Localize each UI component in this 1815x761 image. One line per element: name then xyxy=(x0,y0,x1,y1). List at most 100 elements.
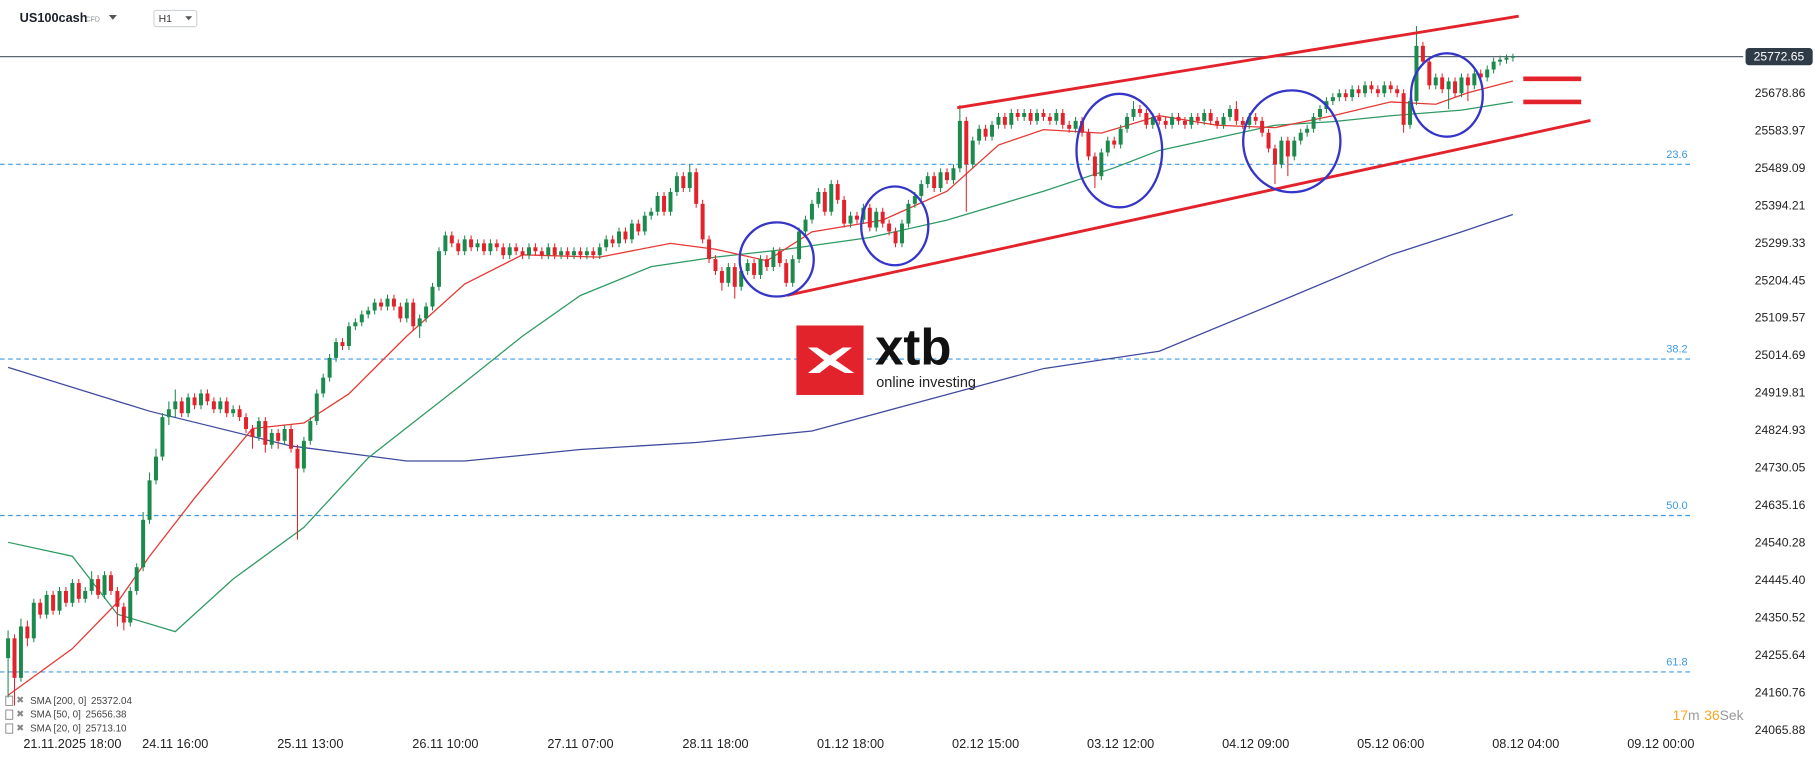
candle-body xyxy=(1478,73,1483,78)
candle-body xyxy=(1298,132,1303,141)
symbol-caret[interactable] xyxy=(108,15,117,20)
candle-body xyxy=(964,120,969,165)
y-tick-label: 24730.05 xyxy=(1755,461,1806,475)
candle-body xyxy=(617,231,622,244)
countdown-seconds-unit: Sek xyxy=(1720,706,1744,722)
candle-body xyxy=(160,417,165,457)
candle-body xyxy=(1388,85,1393,90)
candle-body xyxy=(334,342,339,358)
legend-entry: SMA [200, 0] 25372.04 xyxy=(30,695,132,706)
legend-name: SMA [200, 0] xyxy=(30,695,87,706)
candle-body xyxy=(1015,112,1020,117)
candle-body xyxy=(996,116,1001,125)
candle-body xyxy=(301,440,306,469)
candle-body xyxy=(1433,77,1438,86)
countdown-minutes: 17 xyxy=(1673,706,1689,722)
y-tick-label: 24065.88 xyxy=(1755,723,1806,737)
countdown-seconds: 36 xyxy=(1704,706,1720,722)
legend-value: 25713.10 xyxy=(86,723,128,734)
candle-body xyxy=(1112,140,1117,145)
highlight-circle xyxy=(1075,92,1164,209)
candle-body xyxy=(610,239,615,244)
candle-body xyxy=(38,602,43,615)
candle-body xyxy=(1498,59,1503,62)
y-tick-label: 25299.33 xyxy=(1755,236,1806,250)
candle-body xyxy=(539,251,544,256)
candle-body xyxy=(945,172,949,181)
y-tick-label: 25678.86 xyxy=(1755,86,1806,100)
fib-label: 23.6 xyxy=(1666,149,1687,161)
candle-body xyxy=(1382,85,1387,94)
candle-body xyxy=(983,128,988,137)
candle-body xyxy=(192,397,197,406)
candle-body xyxy=(977,128,982,141)
candle-body xyxy=(829,184,834,212)
timeframe-box[interactable] xyxy=(153,9,198,28)
candle-body xyxy=(153,456,158,481)
highlight-circle xyxy=(738,221,815,298)
candle-body xyxy=(205,393,210,402)
candle-body xyxy=(1092,156,1097,177)
candle-body xyxy=(1221,116,1226,125)
candle-body xyxy=(1292,140,1297,157)
logo-x xyxy=(807,347,855,373)
y-tick-label: 24540.28 xyxy=(1755,536,1806,550)
candle-body xyxy=(488,243,493,252)
x-tick-label: 01.12 18:00 xyxy=(817,736,884,751)
y-tick-label: 24445.40 xyxy=(1755,573,1806,587)
y-tick-label: 24824.93 xyxy=(1755,423,1806,437)
candle-body xyxy=(1260,120,1265,133)
candle-body xyxy=(777,251,782,264)
candle-body xyxy=(321,377,326,394)
candle-body xyxy=(244,417,249,429)
y-tick-label: 25583.97 xyxy=(1755,123,1806,137)
candle-body xyxy=(346,326,351,347)
candle-body xyxy=(404,302,409,319)
candle-body xyxy=(584,251,589,256)
y-tick-label: 24160.76 xyxy=(1755,686,1806,700)
candle-body xyxy=(1144,112,1149,125)
candle-body xyxy=(906,203,911,224)
candle-body xyxy=(520,251,525,256)
symbol[interactable]: US100cash xyxy=(20,10,88,25)
candle-body xyxy=(430,286,435,307)
candle-body xyxy=(1189,116,1194,125)
candle-body xyxy=(250,428,255,437)
candle-body xyxy=(1253,116,1258,121)
candle-body xyxy=(713,259,718,271)
candle-body xyxy=(173,401,178,410)
candle-body xyxy=(526,247,531,256)
candle-body xyxy=(456,243,461,252)
y-tick-label: 25204.45 xyxy=(1755,273,1806,287)
candle-body xyxy=(565,251,570,256)
candle-body xyxy=(1215,120,1220,125)
candle-body xyxy=(372,302,377,311)
candle-body xyxy=(398,306,403,319)
legend-entry: SMA [20, 0] 25713.10 xyxy=(30,723,127,734)
timeframe-caret[interactable] xyxy=(185,16,193,21)
candle-body xyxy=(1440,77,1445,90)
legend-value: 25372.04 xyxy=(91,695,133,706)
candle-body xyxy=(758,259,763,275)
candle-body xyxy=(1080,120,1085,133)
candle-body xyxy=(1105,140,1110,153)
badge: CFD xyxy=(86,17,100,24)
candle-body xyxy=(597,247,602,256)
candle-body xyxy=(1343,93,1348,98)
candle-body xyxy=(655,195,660,212)
candle-body xyxy=(1453,81,1458,94)
candle-body xyxy=(1195,116,1200,121)
candle-body xyxy=(51,594,56,611)
candle-body xyxy=(732,267,737,287)
candle-body xyxy=(1054,112,1059,121)
candle-body xyxy=(835,184,840,200)
timeframe[interactable]: H1 xyxy=(159,14,173,25)
candle-body xyxy=(359,314,364,323)
candle-body xyxy=(96,579,101,595)
candle-body xyxy=(128,590,133,623)
last-price-label: 25772.65 xyxy=(1754,49,1805,63)
candle-body xyxy=(578,251,583,256)
channel-bottom xyxy=(786,119,1591,297)
candle-body xyxy=(89,579,94,591)
